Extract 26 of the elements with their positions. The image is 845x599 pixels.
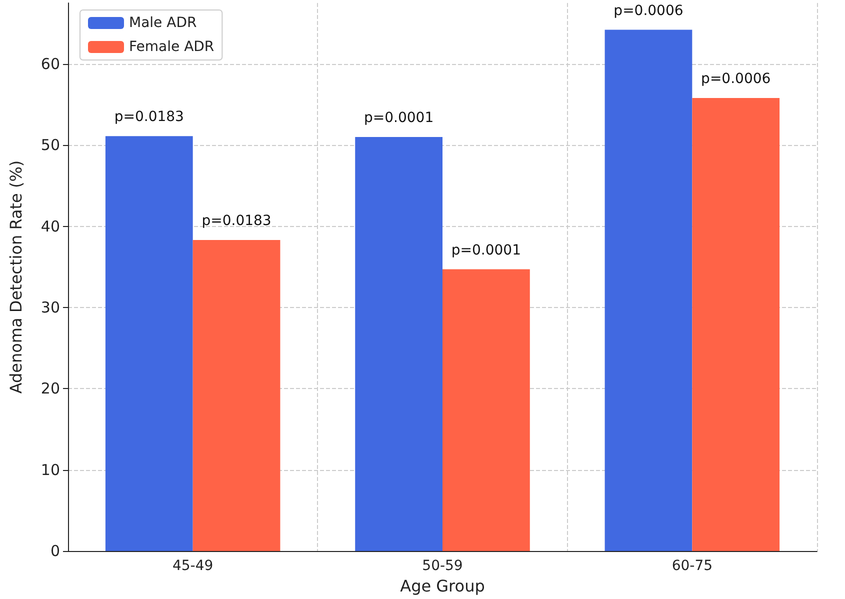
bar — [604, 30, 692, 551]
x-axis-title: Age Group — [400, 576, 485, 596]
bar — [442, 269, 530, 551]
x-tick-label: 60-75 — [672, 558, 713, 574]
annotation: p=0.0183 — [114, 109, 184, 126]
annotation: p=0.0001 — [364, 110, 434, 126]
x-tick-label: 45-49 — [172, 558, 214, 574]
y-axis-title: Adenoma Detection Rate (%) — [6, 160, 26, 394]
y-tick-label: 60 — [40, 54, 60, 73]
annotation: p=0.0001 — [451, 242, 521, 258]
bar — [355, 136, 442, 551]
y-tick-label: 0 — [50, 542, 60, 560]
y-tick-label: 40 — [40, 217, 60, 236]
bar — [192, 240, 280, 551]
y-tick-label: 50 — [40, 136, 60, 154]
bar — [692, 98, 780, 551]
annotation: p=0.0006 — [614, 2, 684, 19]
annotation: p=0.0183 — [202, 213, 272, 230]
legend-label: Female ADR — [129, 39, 214, 55]
x-tick-label: 50-59 — [422, 558, 463, 574]
y-tick-label: 10 — [40, 460, 60, 479]
legend-label: Male ADR — [129, 15, 197, 31]
y-tick-label: 20 — [40, 380, 60, 398]
annotation: p=0.0006 — [701, 70, 771, 87]
y-tick-label: 30 — [40, 298, 60, 316]
bar — [105, 136, 193, 551]
